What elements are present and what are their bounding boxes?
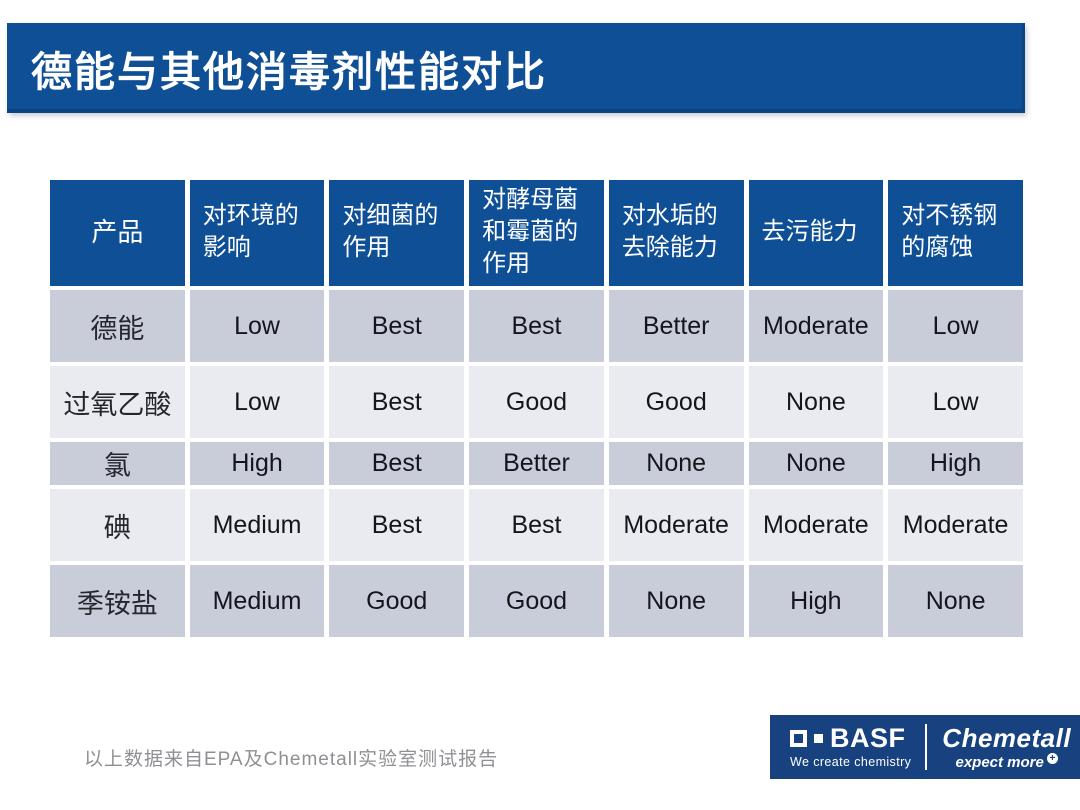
- table-row: 碘 Medium Best Best Moderate Moderate Mod…: [50, 489, 1023, 561]
- column-header-product: 产品: [50, 180, 185, 286]
- product-name: 季铵盐: [50, 565, 185, 637]
- cell-value: Best: [329, 442, 465, 485]
- column-header-bacteria-effect: 对细菌的作用: [329, 180, 465, 286]
- basf-wordmark: BASF: [830, 723, 906, 753]
- page-title: 德能与其他消毒剂性能对比: [31, 49, 547, 95]
- chemetall-logo: Chemetall expect more +: [942, 725, 1071, 770]
- comparison-table: 产品 对环境的影响 对细菌的作用 对酵母菌和霉菌的作用 对水垢的去除能力 去污能…: [45, 176, 1028, 641]
- cell-value: Good: [469, 565, 604, 637]
- cell-value: Best: [329, 366, 465, 438]
- cell-value: Low: [189, 290, 325, 362]
- cell-value: Better: [469, 442, 604, 485]
- cell-value: None: [608, 442, 744, 485]
- cell-value: Moderate: [608, 489, 744, 561]
- cell-value: Good: [608, 366, 744, 438]
- cell-value: Better: [608, 290, 744, 362]
- cell-value: Low: [888, 290, 1023, 362]
- cell-value: Best: [329, 290, 465, 362]
- table-row: 季铵盐 Medium Good Good None High None: [50, 565, 1023, 637]
- column-header-decontamination: 去污能力: [748, 180, 884, 286]
- logo-divider: [925, 724, 928, 770]
- column-header-environment-impact: 对环境的影响: [189, 180, 325, 286]
- basf-outline-square-icon: [790, 730, 807, 747]
- basf-logo: BASF We create chemistry: [790, 725, 911, 769]
- table-row: 氯 High Best Better None None High: [50, 442, 1023, 485]
- cell-value: High: [888, 442, 1023, 485]
- cell-value: None: [888, 565, 1023, 637]
- cell-value: Best: [469, 489, 604, 561]
- column-header-stainless-corrosion: 对不锈钢的腐蚀: [888, 180, 1023, 286]
- data-source-footnote: 以上数据来自EPA及Chemetall实验室测试报告: [84, 749, 499, 770]
- table-row: 过氧乙酸 Low Best Good Good None Low: [50, 366, 1023, 438]
- title-bar: 德能与其他消毒剂性能对比: [7, 23, 1025, 113]
- product-name: 碘: [50, 489, 185, 561]
- basf-tagline: We create chemistry: [790, 755, 912, 769]
- cell-value: High: [748, 565, 884, 637]
- cell-value: Low: [888, 366, 1023, 438]
- cell-value: Moderate: [748, 290, 884, 362]
- product-name: 氯: [50, 442, 185, 485]
- plus-circle-icon: +: [1046, 752, 1058, 764]
- chemetall-wordmark: Chemetall: [942, 722, 1072, 753]
- cell-value: Moderate: [748, 489, 884, 561]
- basf-solid-square-icon: [814, 734, 823, 743]
- product-name: 德能: [50, 290, 185, 362]
- cell-value: Good: [469, 366, 604, 438]
- cell-value: None: [608, 565, 744, 637]
- cell-value: None: [748, 366, 884, 438]
- cell-value: Low: [189, 366, 325, 438]
- cell-value: Best: [469, 290, 604, 362]
- comparison-table-container: 产品 对环境的影响 对细菌的作用 对酵母菌和霉菌的作用 对水垢的去除能力 去污能…: [45, 176, 1028, 641]
- cell-value: Best: [329, 489, 465, 561]
- cell-value: None: [748, 442, 884, 485]
- cell-value: Good: [329, 565, 465, 637]
- brand-footer-bar: BASF We create chemistry Chemetall expec…: [770, 715, 1080, 779]
- cell-value: High: [189, 442, 325, 485]
- column-header-yeast-mold-effect: 对酵母菌和霉菌的作用: [469, 180, 604, 286]
- table-header-row: 产品 对环境的影响 对细菌的作用 对酵母菌和霉菌的作用 对水垢的去除能力 去污能…: [50, 180, 1023, 286]
- table-row: 德能 Low Best Best Better Moderate Low: [50, 290, 1023, 362]
- cell-value: Medium: [189, 489, 325, 561]
- column-header-scale-removal: 对水垢的去除能力: [608, 180, 744, 286]
- chemetall-tagline: expect more: [955, 753, 1044, 771]
- product-name: 过氧乙酸: [50, 366, 185, 438]
- cell-value: Medium: [189, 565, 325, 637]
- cell-value: Moderate: [888, 489, 1023, 561]
